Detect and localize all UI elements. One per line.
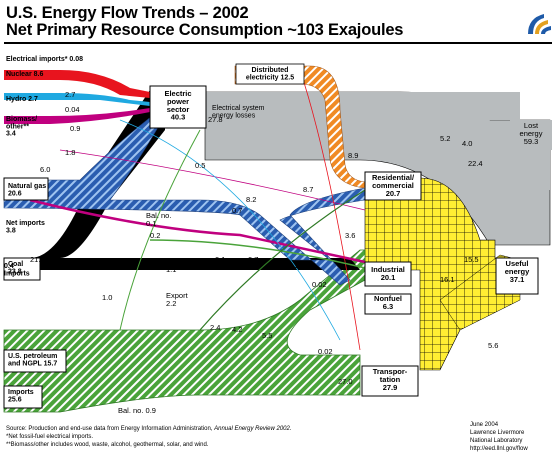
elec_imports-label: Electrical imports* 0.08 [6,56,83,63]
residential-box [364,171,422,201]
hydro-label: Hydro 2.7 [6,96,38,103]
flow-label-l-22-4: 22.4 [468,159,483,168]
flow-label-l-6-0: 6.0 [40,165,50,174]
flow-label-l-bal2: Bal. no. 0.3 [124,262,162,271]
flow-label-l-5-6: 5.6 [488,341,498,350]
lost-energy-flow-2 [205,92,520,120]
flow-label-l-27-8: 27.8 [208,115,223,124]
flow-label-l-0-7b: 0.7 [248,255,258,264]
nuclear-label: Nuclear 8.6 [6,71,43,78]
natgas-box [3,177,49,201]
imports-box [3,385,43,409]
coal-label: Coal 23.8 [8,261,23,275]
flow-label-l-0-04: 0.04 [65,105,80,114]
flow-label-l-3-6: 3.6 [345,231,355,240]
flow-label-l-0-5: 0.5 [195,161,205,170]
distributed-electricity-box [235,63,305,85]
flow-label-l-0-02b: 0.02 [318,347,333,356]
flow-label-l-8-2: 8.2 [246,195,256,204]
netimports_gas-label: Net imports 3.8 [6,220,45,234]
flow-label-l-5-5: 5.5 [262,331,272,340]
flow-label-l-2-7: 2.7 [65,90,75,99]
flow-label-l-0-02a: 0.02 [312,280,327,289]
flow-label-l-8-7: 8.7 [303,185,313,194]
flow-label-l-4-0: 4.0 [462,139,472,148]
flow-label-l-export1: Export 1.1 [166,257,189,274]
imports_petro-label: Imports 25.6 [8,389,34,403]
electric-to-nonfuel-line [299,69,361,351]
flow-label-l-0-7a: 0.7 [232,206,242,215]
flow-label-l-export2: Export 2.2 [166,291,189,308]
petroleum-flow [3,249,366,413]
natgas-label: Natural gas 20.6 [8,183,46,197]
flow-label-l-5-2: 5.2 [440,134,450,143]
credit-url: http://eed.llnl.gov/flow [470,446,528,452]
losses-label: Electrical system energy losses [212,105,265,119]
title-rule [4,42,552,44]
page-subtitle: Net Primary Resource Consumption ~103 Ex… [6,21,404,39]
biomass-to-industrial [29,198,366,264]
coal-flow [4,90,360,270]
industrial-box [364,261,412,287]
petroleum-label: U.S. petroleum and NGPL 15.7 [8,353,57,367]
nuclear-flow [4,70,150,98]
flow-label-l-0-2: 0.2 [150,231,160,240]
footnote-1: *Net fossil-fuel electrical imports. [6,434,94,440]
footnote-2: **Biomass/other includes wood, waste, al… [6,442,209,448]
credit-lab-2: National Laboratory [470,438,523,444]
distributed-label: Distributed electricity 12.5 [246,67,294,81]
gas-to-transport-line [119,119,341,341]
flow-label-l-0-1: 0.1 [215,255,225,264]
biomass-label: Biomass/other** 3.4 [6,116,37,138]
flow-label-l-2-3: 2.3 [295,261,305,270]
flow-label-l-8-9: 8.9 [348,151,358,160]
nonfuel-label: Nonfuel 6.3 [374,294,402,311]
biomass-flow [4,108,150,124]
transport-label: Transpor-tation 27.9 [373,367,408,392]
electric-label: Electric power sector 40.3 [164,89,191,122]
source-prefix: Source: Production and end-use data from… [6,426,215,432]
flow-label-l-0-9: 0.9 [70,124,80,133]
page-title: U.S. Energy Flow Trends – 2002 [6,4,249,22]
flow-label-l-bal1: Bal. no. 0.1 [146,211,171,228]
useful-label: Useful energy 37.1 [505,259,530,284]
imports_small-label: 0.4 Imports [4,263,30,277]
flow-label-l-4-2: 4.2 [232,325,242,334]
lost-label: Lost energy 59.3 [520,121,543,146]
flow-label-l-bal3: Bal. no. 0.9 [118,406,156,415]
flow-label-l-1-0: 1.0 [102,293,112,302]
flow-label-l-1-8: 1.8 [65,148,75,157]
credit-date: June 2004 [470,422,499,428]
hydro-flow [4,93,150,106]
source-note: Source: Production and end-use data from… [6,426,292,432]
useful-energy-box [495,257,539,295]
biomass-thin [59,149,366,211]
credit-lab: Lawrence Livermore [470,430,525,436]
industrial-label: Industrial 20.1 [371,265,405,282]
flow-label-l-27-0: 27.0 [338,377,353,386]
petroleum-box [3,349,67,373]
flow-label-l-21-1: 21.1 [30,255,45,264]
coal-to-industrial-line [149,239,366,269]
source-italic: Annual Energy Review 2002. [214,426,292,432]
llnl-logo-icon [524,8,554,38]
petro-to-res-line [199,189,366,331]
residential-label: Residential/commercial 20.7 [372,173,415,198]
flow-label-l-15-5: 15.5 [464,255,479,264]
coal-box [3,257,41,281]
flow-label-l-2-4: 2.4 [210,323,220,332]
transport-box [361,365,419,397]
flow-label-l-16-1: 16.1 [440,275,455,284]
nonfuel-box [364,293,412,315]
lost-energy-box [510,120,552,150]
petro-to-electric-line [119,129,201,331]
electric-power-box [149,85,207,129]
